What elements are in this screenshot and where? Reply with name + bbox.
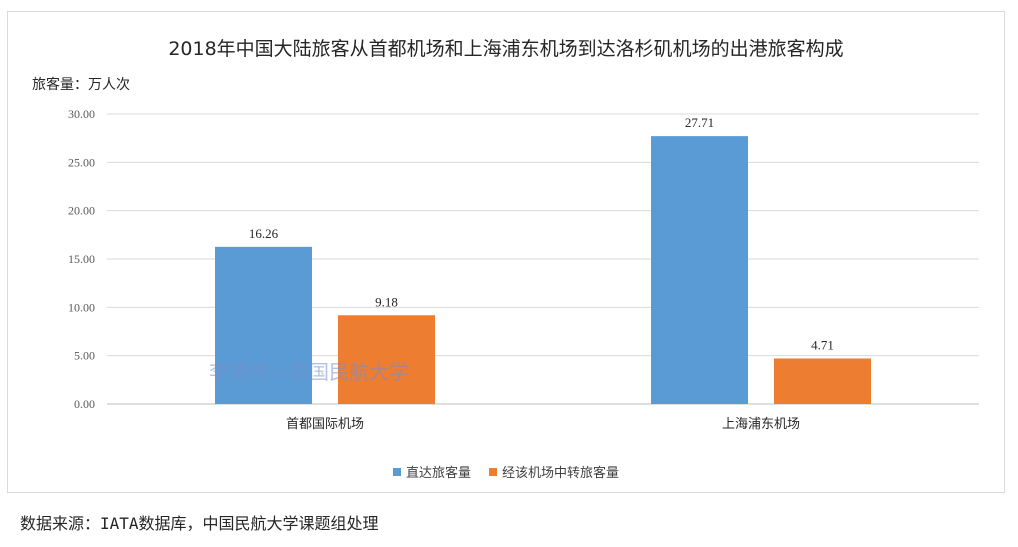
- x-category-label: 上海浦东机场: [722, 417, 800, 432]
- y-tick-label: 30.00: [68, 107, 95, 121]
- data-label: 16.26: [249, 226, 279, 241]
- x-category-label: 首都国际机场: [286, 417, 364, 432]
- x-axis-categories: 首都国际机场 上海浦东机场: [286, 417, 800, 432]
- data-label: 4.71: [811, 337, 834, 352]
- source-note: 数据来源：IATA数据库，中国民航大学课题组处理: [20, 514, 379, 533]
- data-labels: 16.26 9.18 27.71 4.71: [249, 115, 834, 352]
- watermark: 李艳伟—中国民航大学: [209, 360, 409, 384]
- y-tick-label: 15.00: [68, 252, 95, 266]
- legend-item-direct: 直达旅客量: [392, 462, 471, 481]
- bar: [774, 358, 871, 404]
- bar: [338, 315, 435, 404]
- legend-swatch-direct: [392, 467, 401, 476]
- y-axis-ticks: 0.00 5.00 10.00 15.00 20.00 25.00 30.00: [68, 107, 95, 411]
- legend-label-direct: 直达旅客量: [405, 466, 471, 481]
- y-tick-label: 5.00: [74, 349, 95, 363]
- bar: [215, 246, 312, 404]
- legend-item-transfer: 经该机场中转旅客量: [489, 462, 619, 481]
- y-tick-label: 20.00: [68, 204, 95, 218]
- legend-swatch-transfer: [489, 467, 497, 476]
- bars: [215, 136, 871, 404]
- y-tick-label: 25.00: [68, 155, 95, 169]
- bar: [651, 136, 748, 404]
- legend: 直达旅客量 经该机场中转旅客量: [8, 462, 1004, 481]
- data-label: 27.71: [685, 115, 714, 130]
- y-axis-label: 旅客量：万人次: [32, 77, 130, 93]
- y-tick-label: 10.00: [68, 300, 95, 314]
- chart-frame: 2018年中国大陆旅客从首都机场和上海浦东机场到达洛杉矶机场的出港旅客构成 旅客…: [7, 11, 1005, 493]
- data-label: 9.18: [375, 294, 398, 309]
- legend-label-transfer: 经该机场中转旅客量: [502, 466, 620, 481]
- chart-title: 2018年中国大陆旅客从首都机场和上海浦东机场到达洛杉矶机场的出港旅客构成: [168, 38, 844, 60]
- y-tick-label: 0.00: [74, 397, 95, 411]
- bar-chart-plot: 0.00 5.00 10.00 15.00 20.00 25.00 30.00 16.26 9…: [68, 107, 979, 432]
